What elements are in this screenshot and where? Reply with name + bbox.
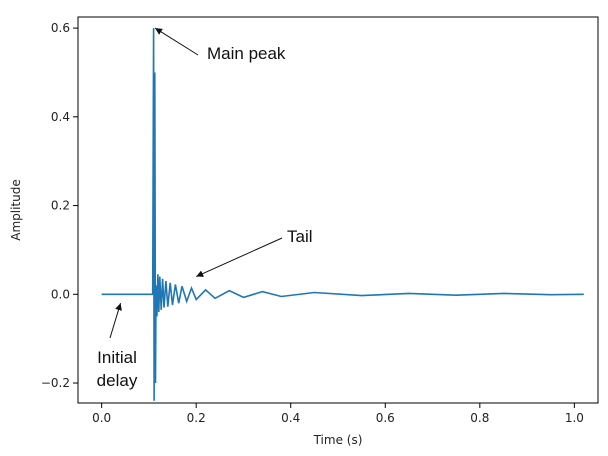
x-tick-label: 0.2: [187, 411, 206, 425]
y-tick-label: 0.0: [51, 287, 70, 301]
y-tick-label: 0.2: [51, 199, 70, 213]
y-tick-label: 0.4: [51, 110, 70, 124]
x-tick-label: 0.8: [470, 411, 489, 425]
plot-frame: [77, 16, 599, 404]
annotation-label: Initial delay: [97, 348, 138, 390]
annotation-arrow: [154, 27, 199, 56]
annotation-label: Main peak: [207, 44, 286, 63]
x-tick-label: 0.6: [376, 411, 395, 425]
y-tick-label: −0.2: [41, 376, 70, 390]
x-tick-label: 1.0: [565, 411, 584, 425]
annotation-arrow: [109, 303, 122, 339]
x-tick-label: 0.4: [281, 411, 300, 425]
series-line-0: [101, 28, 584, 401]
y-axis-label: Amplitude: [9, 179, 23, 241]
annotation-label: Tail: [287, 227, 313, 246]
y-tick-label: 0.6: [51, 21, 70, 35]
annotation-arrow: [195, 237, 283, 278]
x-axis-label: Time (s): [313, 433, 363, 447]
x-tick-label: 0.0: [92, 411, 111, 425]
